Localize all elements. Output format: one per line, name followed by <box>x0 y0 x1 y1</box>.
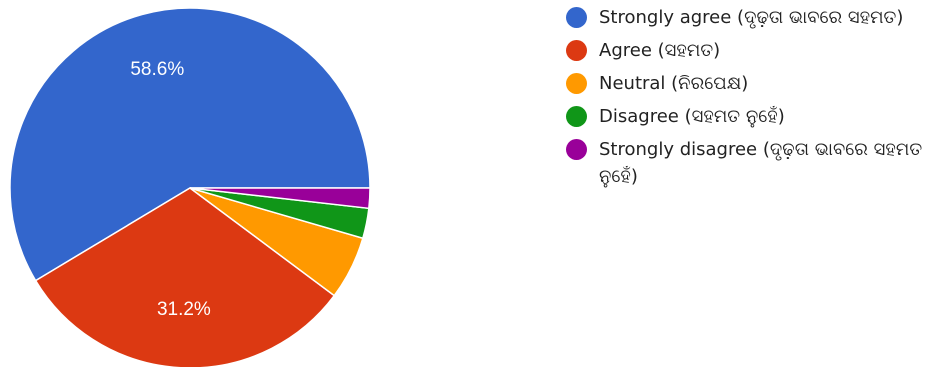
legend-swatch <box>566 7 587 28</box>
pie-slice[interactable] <box>189 187 371 210</box>
legend: Strongly agree (ଦୃଢ଼ତା ଭାବରେ ସହମତ) Agree … <box>562 4 934 196</box>
legend-swatch <box>566 106 587 127</box>
slice-value-label: 31.2% <box>157 299 211 320</box>
legend-item[interactable]: Agree (ସହମତ) <box>562 37 934 64</box>
legend-item[interactable]: Neutral (ନିରପେକ୍ଷ) <box>562 70 934 97</box>
legend-label: Agree (ସହମତ) <box>599 40 721 61</box>
legend-swatch <box>566 73 587 94</box>
pie-slice[interactable] <box>34 187 336 367</box>
legend-label: Strongly disagree (ଦୃଢ଼ତା ଭାବରେ ସହମତ ନୁହ… <box>599 139 923 187</box>
legend-label: Disagree (ସହମତ ନୁହେଁ) <box>599 106 785 127</box>
legend-item[interactable]: Disagree (ସହମତ ନୁହେଁ) <box>562 103 934 130</box>
pie-slice[interactable] <box>9 7 371 282</box>
legend-label: Strongly agree (ଦୃଢ଼ତା ଭାବରେ ସହମତ) <box>599 7 904 28</box>
legend-item[interactable]: Strongly agree (ଦୃଢ଼ତା ଭାବରେ ସହମତ) <box>562 4 934 31</box>
legend-swatch <box>566 40 587 61</box>
legend-swatch <box>566 139 587 160</box>
legend-item[interactable]: Strongly disagree (ଦୃଢ଼ତା ଭାବରେ ସହମତ ନୁହ… <box>562 136 934 190</box>
slice-value-label: 58.6% <box>130 59 184 80</box>
pie-chart: 58.6% 31.2% <box>9 7 371 367</box>
legend-label: Neutral (ନିରପେକ୍ଷ) <box>599 73 749 94</box>
